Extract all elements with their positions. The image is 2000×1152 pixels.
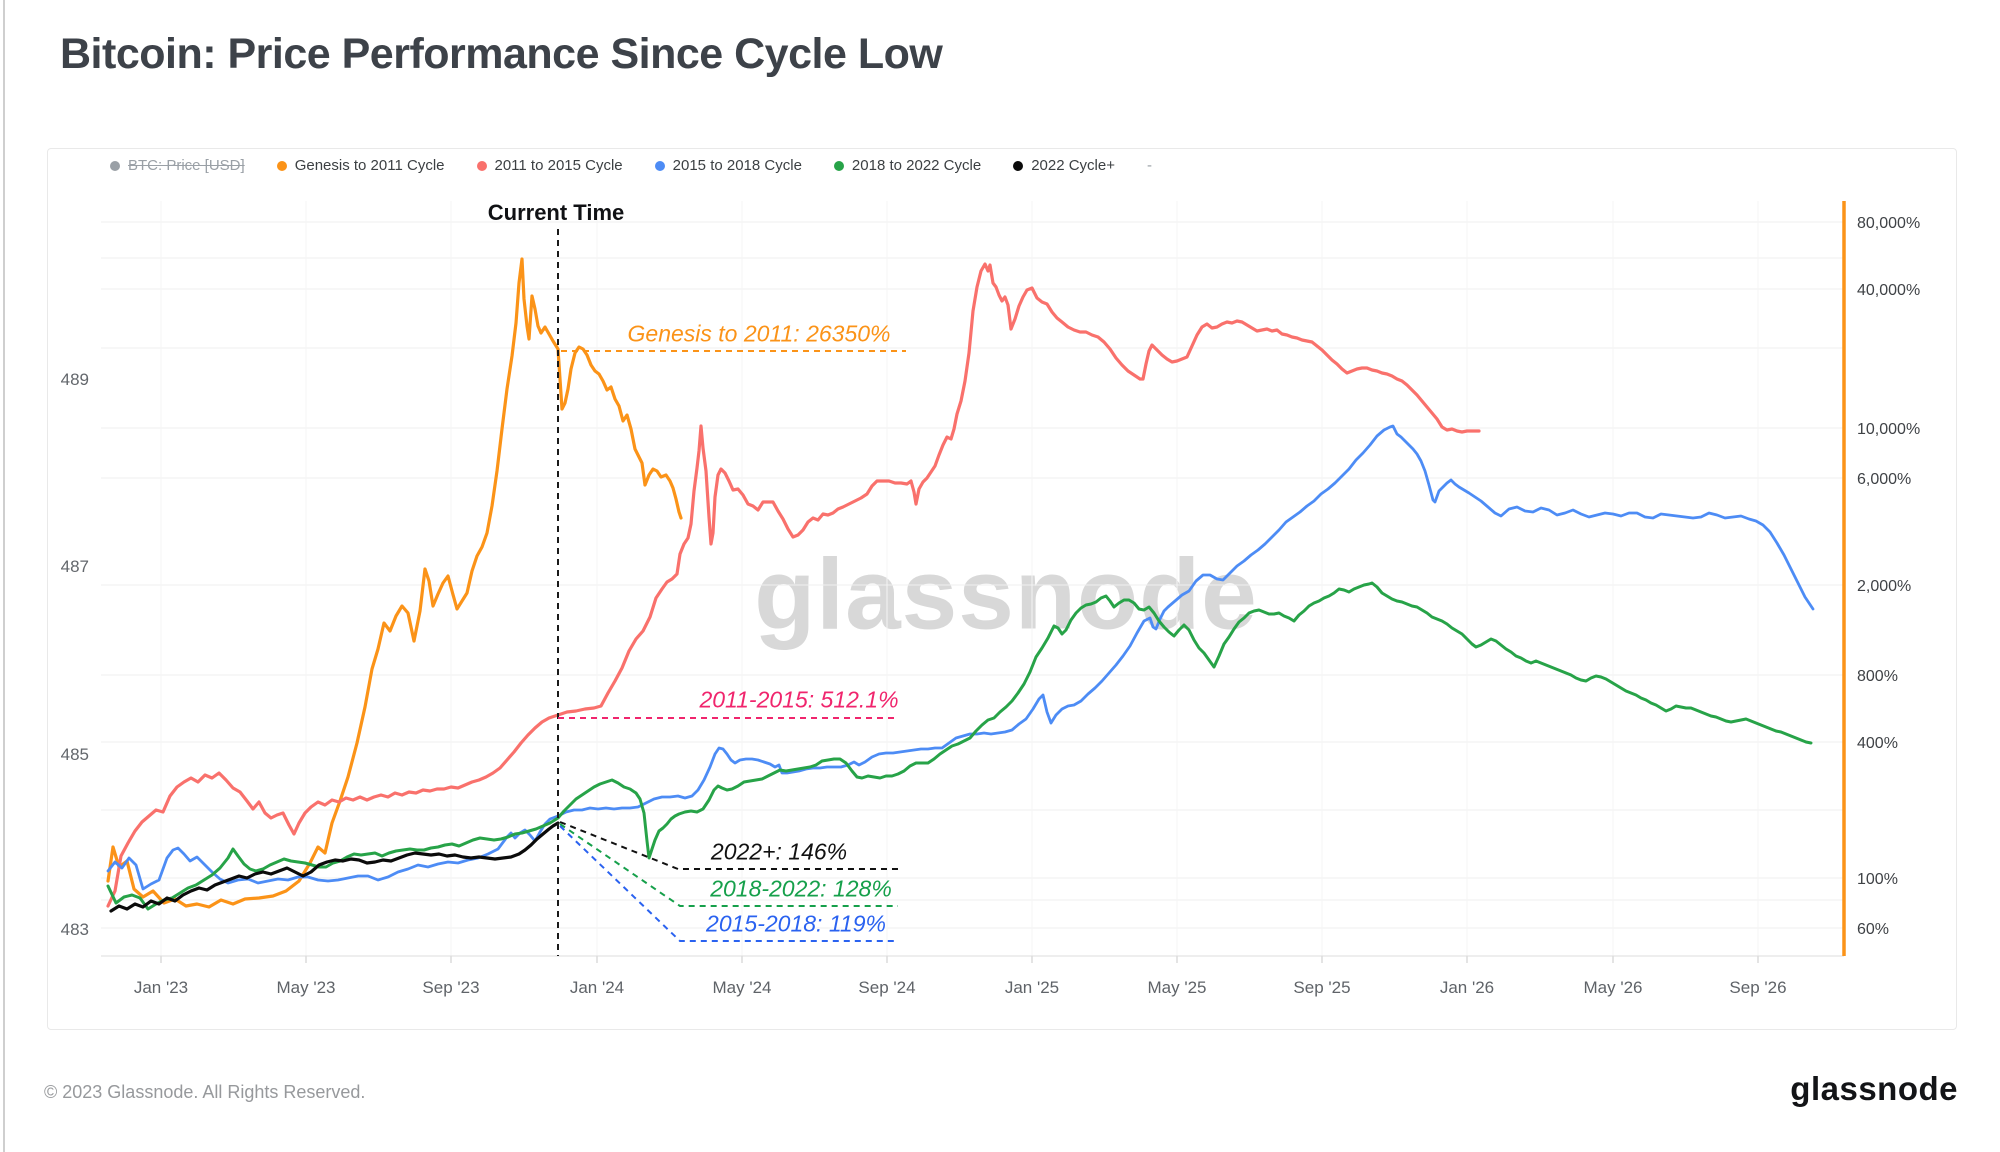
legend-label-2015-2018: 2015 to 2018 Cycle [672, 157, 802, 174]
copyright-text: © 2023 Glassnode. All Rights Reserved. [44, 1082, 366, 1102]
x-tick-label: Sep '26 [1729, 978, 1786, 997]
legend-dot-2018-2022 [833, 160, 844, 171]
left-axis-label: 487 [61, 557, 89, 576]
right-axis-label: 100% [1857, 871, 1898, 888]
legend-dot-2022-plus [1013, 160, 1024, 171]
legend-dot-genesis-2011 [276, 160, 287, 171]
series-line-2022-plus [109, 821, 560, 913]
legend-item-2011-2015[interactable]: 2011 to 2015 Cycle [476, 157, 623, 174]
x-tick-label: Jan '25 [1005, 978, 1059, 997]
page-title: Bitcoin: Price Performance Since Cycle L… [60, 30, 943, 78]
right-axis-label: 40,000% [1857, 282, 1920, 299]
legend-label-genesis-2011: Genesis to 2011 Cycle [294, 157, 445, 174]
series-line-2015-2018 [106, 424, 1815, 891]
right-axis-label: 60% [1857, 921, 1889, 938]
chart-legend: BTC: Price [USD] Genesis to 2011 Cycle 201… [110, 157, 1152, 174]
annotation-line-2018-2022 [559, 823, 898, 907]
page-edge-divider [3, 0, 5, 1152]
glassnode-wordmark: glassnode [1790, 1070, 1958, 1107]
legend-dot-2015-2018 [654, 160, 665, 171]
legend-item-genesis-2011[interactable]: Genesis to 2011 Cycle [276, 157, 445, 174]
legend-label-2018-2022: 2018 to 2022 Cycle [851, 157, 982, 174]
series-line-2018-2022 [106, 581, 1813, 911]
right-axis-label: 80,000% [1857, 215, 1920, 232]
legend-item-2022-plus[interactable]: 2022 Cycle+ [1013, 157, 1115, 174]
legend-dot-btc-price [110, 160, 120, 171]
current-time-label: Current Time [487, 200, 625, 225]
legend-label-btc-price: BTC: Price [USD] [128, 157, 245, 174]
left-axis-label: 485 [61, 745, 89, 764]
x-tick-label: May '23 [277, 978, 336, 997]
x-tick-label: Jan '26 [1440, 978, 1494, 997]
right-axis-label: 2,000% [1857, 578, 1911, 595]
right-axis-label: 10,000% [1857, 421, 1920, 438]
series-line-2011-2015 [106, 262, 1481, 908]
right-axis-label: 400% [1857, 735, 1898, 752]
legend-dot-2011-2015 [476, 160, 487, 171]
series-line-genesis-2011 [106, 257, 683, 909]
x-tick-label: May '26 [1584, 978, 1643, 997]
annotation-line-2015-2018 [559, 825, 898, 942]
legend-extra-dash: - [1147, 157, 1152, 174]
glassnode-watermark: glassnode [754, 538, 1258, 651]
x-tick-label: Sep '24 [858, 978, 915, 997]
legend-item-2018-2022[interactable]: 2018 to 2022 Cycle [833, 157, 982, 174]
x-tick-label: May '25 [1148, 978, 1207, 997]
x-tick-label: May '24 [713, 978, 772, 997]
x-tick-label: Sep '23 [422, 978, 479, 997]
legend-item-2015-2018[interactable]: 2015 to 2018 Cycle [654, 157, 802, 174]
right-axis-label: 800% [1857, 668, 1898, 685]
x-tick-label: Jan '23 [134, 978, 188, 997]
chart-card: BTC: Price [USD] Genesis to 2011 Cycle 201… [47, 148, 1957, 1030]
legend-item-btc-price[interactable]: BTC: Price [USD] [110, 157, 245, 174]
legend-label-2011-2015: 2011 to 2015 Cycle [494, 157, 623, 174]
x-tick-label: Sep '25 [1293, 978, 1350, 997]
x-tick-label: Jan '24 [570, 978, 624, 997]
left-axis-label: 483 [61, 920, 89, 939]
left-axis-label: 489 [61, 370, 89, 389]
annotation-line-2022-plus [559, 821, 898, 870]
right-axis-label: 6,000% [1857, 471, 1911, 488]
legend-label-2022-plus: 2022 Cycle+ [1031, 157, 1115, 174]
chart-plot-area: Jan '23 May '23 Sep '23 Jan '24 May '24 Sep '… [61, 201, 1920, 997]
